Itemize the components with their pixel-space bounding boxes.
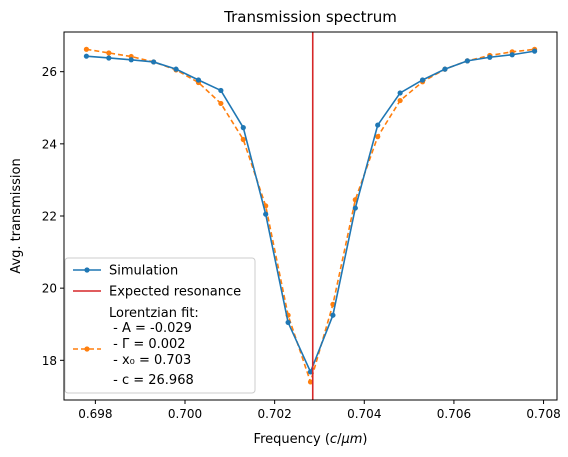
y-tick-label: 22 (42, 210, 57, 224)
series-layer (83, 32, 538, 400)
data-point (352, 205, 358, 211)
data-point (195, 77, 202, 83)
data-point (375, 134, 381, 140)
data-point (218, 87, 224, 94)
legend-resonance-label: Expected resonance (109, 285, 241, 300)
data-point (106, 55, 112, 61)
data-point (128, 57, 134, 63)
x-axis-label-unit: c (330, 432, 337, 447)
axes-layer: 0.698 0.700 0.702 0.704 0.706 0.708 18 20 22 24 26 (42, 65, 561, 421)
x-tick-label: 0.708 (526, 407, 560, 421)
series-simulation (83, 48, 538, 375)
legend: Simulation Expected resonance Lorentzian… (64, 257, 256, 394)
y-axis-label: Avg. transmission (9, 158, 24, 273)
x-tick-label: 0.706 (437, 407, 471, 421)
data-point (218, 100, 224, 107)
x-axis-label-main: Frequency ( (254, 432, 330, 447)
data-point (307, 369, 314, 375)
data-point (487, 54, 493, 60)
data-point (375, 122, 381, 128)
data-point (173, 66, 179, 72)
y-tick-label: 20 (42, 282, 57, 296)
legend-fit-line-1: - A = -0.029 (109, 321, 192, 336)
data-point (106, 50, 112, 56)
data-point (397, 97, 403, 104)
data-point (397, 90, 403, 96)
legend-fit-line-3: - x₀ = 0.703 (109, 353, 191, 368)
data-point (83, 53, 90, 59)
data-point (307, 379, 314, 385)
data-point (263, 211, 269, 217)
legend-simulation-marker (84, 267, 90, 273)
data-point (240, 136, 246, 143)
y-tick-label: 24 (42, 137, 57, 151)
data-point (419, 77, 426, 83)
legend-simulation-label: Simulation (109, 264, 178, 279)
x-axis-label: Frequency (c/μm) (254, 432, 368, 447)
legend-fit-line-0: Lorentzian fit: (109, 306, 199, 321)
data-point (285, 319, 291, 326)
x-tick-label: 0.700 (168, 407, 202, 421)
x-tick-label: 0.704 (347, 407, 381, 421)
legend-fit-line-2: - Γ = 0.002 (109, 337, 186, 352)
x-axis-label-mu: μm (340, 432, 362, 447)
legend-fit-marker (84, 346, 90, 352)
data-point (531, 48, 538, 54)
legend-fit-line-4: - c = 26.968 (109, 373, 194, 388)
chart-title: Transmission spectrum (223, 8, 397, 26)
x-tick-label: 0.698 (78, 407, 112, 421)
x-tick-label: 0.702 (257, 407, 291, 421)
x-axis-label-slash: / (337, 432, 342, 447)
data-point (330, 312, 336, 318)
y-tick-label: 26 (42, 65, 57, 79)
data-point (83, 46, 90, 52)
data-point (240, 125, 246, 131)
x-axis-label-close: ) (362, 432, 367, 447)
data-point (442, 66, 448, 72)
data-point (151, 59, 157, 65)
data-point (509, 52, 515, 58)
y-tick-label: 18 (42, 354, 57, 368)
legend-box (64, 257, 256, 394)
data-point (464, 58, 470, 64)
